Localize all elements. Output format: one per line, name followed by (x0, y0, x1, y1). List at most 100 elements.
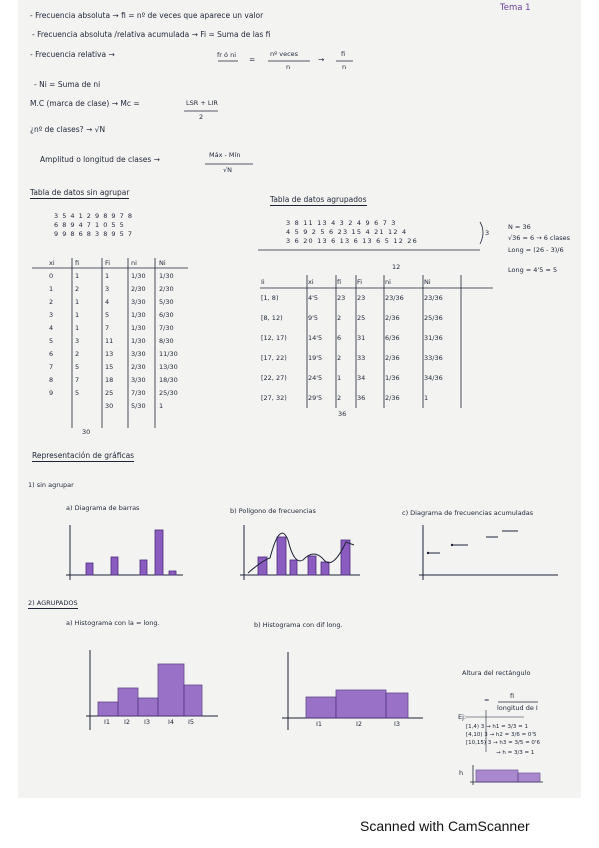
cell: 1/30 (159, 271, 174, 280)
histogram-class-label: I2 (124, 718, 131, 726)
chart-label-histogram-equal: a) Histograma con la = long. (66, 619, 160, 627)
cell: 7 (105, 323, 110, 332)
cell: 31 (357, 334, 366, 342)
table-row: 0 1 1 1/30 1/30 (48, 269, 190, 282)
chart-label-cumulative: c) Diagrama de frecuencias acumuladas (402, 509, 534, 517)
fraction-numerator: fi (341, 50, 346, 58)
cell: 3/30 (131, 349, 146, 358)
cell: 23 (337, 294, 346, 302)
notebook-page: Tema 1 - Frecuencia absoluta → fi = nº d… (18, 0, 581, 798)
table-row: 2 1 4 3/30 5/30 (48, 295, 190, 308)
table2-grouped: Ii xi fi Fi ni Ni [1, 8) 4'5 23 23 23/36 23/3… (260, 275, 461, 408)
graphs-title: Representación de gráficas (32, 451, 135, 462)
cell: 0 (49, 271, 54, 280)
definition-absolute-frequency: - Frecuencia absoluta → fi = nº de veces… (30, 11, 264, 20)
side-note-line: Long = 4'5 ≈ 5 (508, 266, 558, 274)
histogram-class-label: I5 (188, 718, 195, 726)
cell: 25/36 (424, 314, 443, 322)
definition-number-of-classes: ¿nº de clases? → √N (30, 125, 106, 134)
equals-sign: = (249, 55, 256, 64)
table-row: 4 1 7 1/30 7/30 (48, 321, 190, 334)
chart-label-polygon: b) Polígono de frecuencias (230, 507, 316, 515)
cell: 1/30 (131, 336, 146, 345)
note-equals: = (484, 696, 490, 704)
histogram-class-label: I4 (168, 718, 175, 726)
histogram-equal-width-drawing (86, 650, 218, 730)
cell (74, 399, 104, 412)
cell: 31/36 (424, 334, 443, 342)
note-title: Altura del rectángulo (462, 669, 531, 677)
cell: 30 (105, 401, 114, 410)
fraction-denominator: 2 (199, 113, 204, 121)
cell: 34 (357, 374, 366, 382)
cell: [8, 12) (261, 314, 283, 322)
col-header-xi: xi (308, 277, 314, 286)
cell: [12, 17) (261, 334, 287, 342)
cell: 25/30 (159, 388, 178, 397)
cell: 2 (337, 394, 342, 402)
table2-title: Tabla de datos agrupados (270, 195, 367, 206)
cell: 23 (357, 294, 366, 302)
note-row: → h = 3/3 = 1 (496, 750, 535, 756)
cell: 29'5 (308, 394, 323, 402)
col-header-ni: ni (131, 258, 137, 267)
table-row: [12, 17) 14'5 6 31 6/36 31/36 (260, 328, 461, 348)
page-title: Tema 1 (500, 3, 531, 13)
cell: 2 (75, 349, 80, 358)
cell: 18 (105, 375, 114, 384)
note-denominator: longitud de I (497, 704, 538, 712)
cell: 1 (159, 401, 164, 410)
arrow: → (318, 55, 325, 64)
cell: 3 (49, 310, 54, 319)
cell: 5/30 (131, 401, 146, 410)
table-row: 8 7 18 3/30 18/30 (48, 373, 190, 386)
col-header-Fi: Fi (105, 258, 111, 267)
side-note-line: N = 36 (508, 223, 531, 231)
cell: 1/30 (131, 271, 146, 280)
table-row: 3 1 5 1/30 6/30 (48, 308, 190, 321)
col-header-Ni: Ni (424, 277, 431, 286)
cell: 3/30 (131, 375, 146, 384)
cell: [1, 8) (261, 294, 279, 302)
histogram-class-label: I2 (356, 720, 363, 728)
col-header-Ii: Ii (261, 277, 265, 286)
table-row: [1, 8) 4'5 23 23 23/36 23/36 (260, 288, 461, 308)
col-header-xi: xi (49, 258, 55, 267)
table-row: [17, 22) 19'5 2 33 2/36 33/36 (260, 348, 461, 368)
cell: 25 (105, 388, 114, 397)
cell: 33 (357, 354, 366, 362)
table-row: 5 3 11 1/30 8/30 (48, 334, 190, 347)
cell: 8/30 (159, 336, 174, 345)
histogram-class-label: I1 (316, 720, 323, 728)
table-row: [8, 12) 9'5 2 25 2/36 25/36 (260, 308, 461, 328)
section-grouped: 2) AGRUPADOS (28, 599, 78, 609)
definition-cumulative-frequency: - Frecuencia absoluta /relativa acumulad… (32, 30, 271, 39)
definition-cumulative-relative: - Ni = Suma de ni (34, 80, 101, 89)
table-row: 30 5/30 1 (48, 399, 190, 412)
cell: 19'5 (308, 354, 323, 362)
histogram-class-label: I1 (104, 718, 111, 726)
cell: 23/36 (385, 294, 404, 302)
note-example: Ej: (458, 713, 467, 721)
cell: 13 (105, 349, 114, 358)
cumulative-diagram-drawing (419, 525, 558, 580)
col-header-fi: fi (337, 277, 342, 286)
handwritten-drawings (32, 60, 558, 785)
relative-frequency-symbol: fr ó ni (217, 51, 236, 59)
cell: 1 (49, 284, 54, 293)
table2-raw-count: 3 (485, 229, 490, 237)
cell: 9 (49, 388, 54, 397)
cell: 7 (49, 362, 54, 371)
note-row: [4,10) 3 → h2 = 3/6 = 0'5 (466, 732, 537, 738)
cell: 2/30 (159, 284, 174, 293)
histogram-class-label: I3 (144, 718, 151, 726)
side-note-line: √36 = 6 → 6 clases (508, 234, 571, 242)
cell: 9'5 (308, 314, 319, 322)
cell: 6 (337, 334, 342, 342)
table1-ungrouped: xi fi Fi ni Ni 0 1 1 1/30 1/30 1 2 3 2/30 2/30 2… (48, 256, 190, 412)
cell: 24'5 (308, 374, 323, 382)
cell: 4 (105, 297, 110, 306)
cell: [22, 27) (261, 374, 287, 382)
fraction-denominator: √N (223, 166, 233, 174)
col-header-fi: fi (75, 258, 80, 267)
